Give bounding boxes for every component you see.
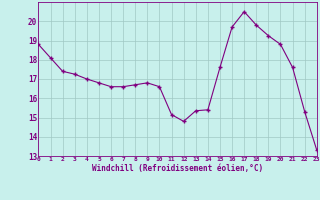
X-axis label: Windchill (Refroidissement éolien,°C): Windchill (Refroidissement éolien,°C) — [92, 164, 263, 173]
